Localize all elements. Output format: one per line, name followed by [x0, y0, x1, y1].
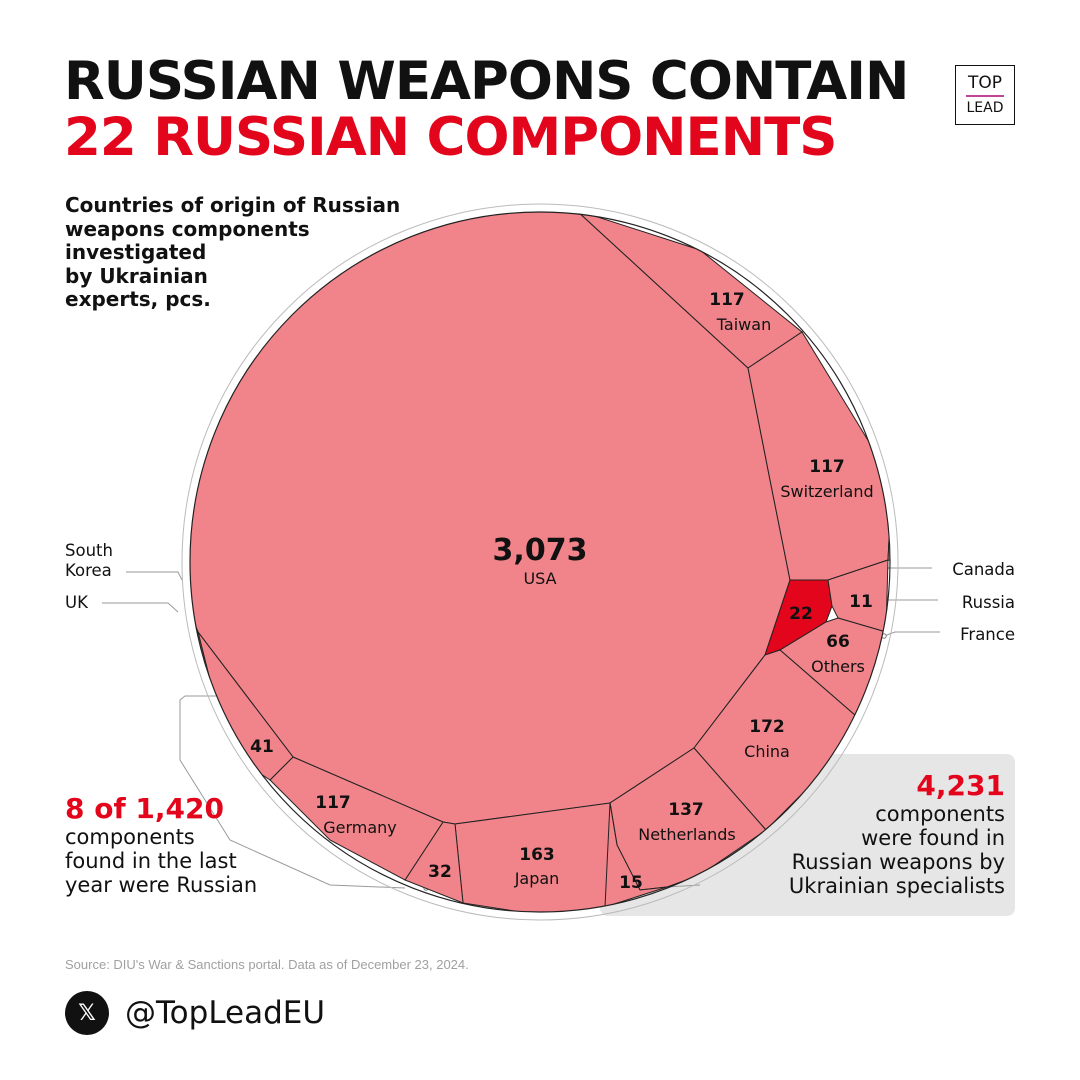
chart-outer-ring [181, 203, 899, 921]
total-components-figure: 4,231 [916, 769, 1005, 802]
cell-unlabeled-15 [604, 802, 668, 908]
title: RUSSIAN WEAPONS CONTAIN 22 RUSSIAN COMPO… [64, 51, 909, 168]
russian-share-note: 8 of 1,420 components found in the last … [65, 792, 258, 898]
social-handle[interactable]: 𝕏 @TopLeadEU [65, 991, 325, 1035]
leader-line [179, 695, 406, 889]
subtitle-line: weapons components [65, 216, 310, 241]
france-value: 11 [849, 592, 873, 612]
others-value: 66 [826, 632, 850, 652]
subtitle-line: Countries of origin of Russian [65, 193, 401, 217]
chart-subtitle: Countries of origin of Russian weapons c… [65, 193, 435, 312]
cells-group [190, 212, 890, 912]
total-components-note: 4,231 components were found in Russian w… [788, 769, 1005, 899]
china-label: China [744, 742, 790, 761]
taiwan-label: Taiwan [716, 315, 771, 334]
taiwan-value: 117 [709, 290, 745, 310]
switzerland-label: Switzerland [780, 482, 873, 501]
note-line: were found in [861, 826, 1005, 850]
netherlands-value: 137 [668, 800, 704, 820]
germany-label: Germany [323, 818, 397, 837]
canada-label: Canada [952, 560, 1015, 579]
note-line: found in the last [65, 849, 237, 873]
russia-value: 22 [789, 604, 813, 624]
usa-label: USA [523, 569, 556, 588]
title-line-2: 22 RUSSIAN COMPONENTS [64, 107, 837, 168]
chart-outline [189, 211, 891, 913]
others-label: Others [811, 657, 865, 676]
logo-top: TOP [965, 73, 1005, 97]
handle-text: @TopLeadEU [125, 995, 326, 1031]
source-note: Source: DIU's War & Sanctions portal. Da… [65, 957, 469, 972]
russian-share-figure: 8 of 1,420 [65, 792, 224, 825]
unlabeled-41-value: 41 [250, 737, 274, 757]
germany-value: 117 [315, 793, 351, 813]
china-value: 172 [749, 717, 785, 737]
japan-label: Japan [514, 869, 560, 888]
leader-line [102, 602, 179, 613]
france-label: France [960, 625, 1015, 644]
usa-value: 3,073 [493, 533, 588, 568]
unlabeled-32-value: 32 [428, 862, 452, 882]
leader-line [883, 631, 940, 637]
note-line: year were Russian [65, 873, 258, 897]
subtitle-line: by Ukrainian [65, 263, 208, 288]
external-labels: South Korea UK Canada Russia France [65, 541, 1015, 644]
title-line-1: RUSSIAN WEAPONS CONTAIN [64, 51, 909, 112]
logo-bottom: LEAD [966, 100, 1004, 116]
subtitle-line: experts, pcs. [65, 287, 211, 311]
unlabeled-15-value: 15 [619, 873, 643, 893]
south-korea-label: South Korea [65, 541, 113, 580]
russia-label: Russia [962, 593, 1015, 612]
top-lead-logo: TOP LEAD [955, 65, 1015, 125]
note-line: Ukrainian specialists [788, 874, 1005, 898]
note-line: Russian weapons by [791, 850, 1005, 874]
x-logo-icon: 𝕏 [65, 991, 109, 1035]
leader-line [126, 571, 183, 581]
uk-label: UK [65, 593, 89, 612]
note-line: components [875, 802, 1005, 826]
japan-value: 163 [519, 845, 555, 865]
note-line: components [65, 825, 195, 849]
netherlands-label: Netherlands [638, 825, 736, 844]
subtitle-line: investigated [65, 240, 207, 264]
switzerland-value: 117 [809, 457, 845, 477]
